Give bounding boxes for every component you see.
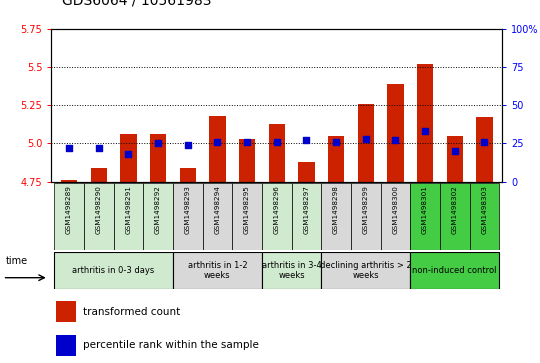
Point (243, 139, 252, 145)
Text: GSM1498296: GSM1498296 (274, 185, 280, 234)
Bar (84, 183, 113, 250)
Text: transformed count: transformed count (83, 307, 180, 317)
Bar (91, 168, 107, 182)
Text: GSM1498291: GSM1498291 (125, 185, 131, 234)
Bar (298, 162, 315, 182)
Bar (476, 118, 492, 182)
Point (94, 145, 103, 151)
Text: percentile rank within the sample: percentile rank within the sample (83, 340, 259, 350)
Bar (321, 183, 351, 250)
Bar (210, 116, 226, 182)
Bar (440, 183, 470, 250)
Text: arthritis in 1-2
weeks: arthritis in 1-2 weeks (187, 261, 247, 280)
Point (450, 148, 459, 154)
Text: GSM1498301: GSM1498301 (422, 185, 428, 234)
Text: GSM1498303: GSM1498303 (481, 185, 488, 234)
Bar (202, 183, 232, 250)
Bar (61, 180, 77, 182)
Point (302, 138, 310, 143)
Text: GSM1498297: GSM1498297 (303, 185, 309, 234)
Bar (113, 183, 143, 250)
Text: GSM1498289: GSM1498289 (66, 185, 72, 234)
Bar (381, 183, 410, 250)
Bar (387, 84, 403, 182)
Bar (417, 64, 433, 182)
Bar (262, 183, 292, 250)
Bar (410, 252, 500, 289)
Text: GSM1498298: GSM1498298 (333, 185, 339, 234)
Bar (292, 183, 321, 250)
Text: GSM1498293: GSM1498293 (185, 185, 191, 234)
Text: GDS6064 / 10561983: GDS6064 / 10561983 (62, 0, 212, 7)
Bar (239, 139, 255, 182)
Bar (268, 123, 285, 182)
Text: time: time (5, 256, 28, 266)
Text: GSM1498294: GSM1498294 (214, 185, 220, 234)
Bar (470, 183, 500, 250)
Text: GSM1498290: GSM1498290 (96, 185, 102, 234)
Text: GSM1498300: GSM1498300 (393, 185, 399, 234)
Point (480, 139, 489, 145)
Bar (150, 134, 166, 182)
Text: arthritis in 0-3 days: arthritis in 0-3 days (72, 266, 155, 275)
Point (332, 139, 340, 145)
Bar (143, 183, 173, 250)
Text: GSM1498292: GSM1498292 (155, 185, 161, 234)
Bar (54, 252, 173, 289)
Text: GSM1498299: GSM1498299 (363, 185, 369, 234)
Bar (54, 183, 84, 250)
Bar (232, 183, 262, 250)
Bar (180, 168, 196, 182)
Point (154, 140, 163, 146)
Bar (262, 252, 321, 289)
Bar (120, 134, 137, 182)
Bar (321, 252, 410, 289)
Text: GSM1498302: GSM1498302 (452, 185, 458, 234)
Bar (328, 136, 344, 182)
Text: GSM1498295: GSM1498295 (244, 185, 250, 234)
Point (124, 151, 133, 157)
Text: non-induced control: non-induced control (413, 266, 497, 275)
Point (273, 139, 281, 145)
Point (184, 142, 192, 148)
Bar (447, 136, 463, 182)
Point (65, 145, 73, 151)
Bar (357, 104, 374, 182)
Point (361, 136, 370, 142)
Point (391, 138, 400, 143)
Bar (173, 252, 262, 289)
Bar (56, 301, 76, 322)
Point (213, 139, 222, 145)
Bar (56, 335, 76, 356)
Point (421, 128, 429, 134)
Bar (351, 183, 381, 250)
Bar (410, 183, 440, 250)
Text: arthritis in 3-4
weeks: arthritis in 3-4 weeks (262, 261, 321, 280)
Text: declining arthritis > 2
weeks: declining arthritis > 2 weeks (320, 261, 411, 280)
Bar (173, 183, 202, 250)
